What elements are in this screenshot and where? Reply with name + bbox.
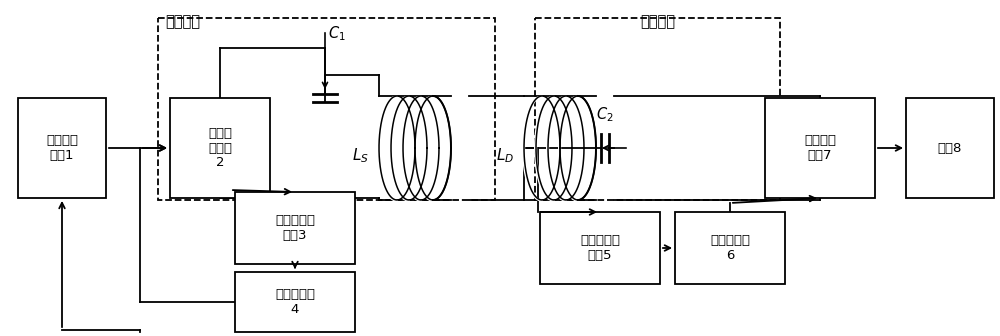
Text: $C_2$: $C_2$ xyxy=(596,105,614,124)
Text: 电源1: 电源1 xyxy=(50,149,74,162)
Bar xyxy=(535,18,780,200)
Bar xyxy=(18,98,106,198)
Text: 发射模块: 发射模块 xyxy=(165,14,200,29)
Text: $C_1$: $C_1$ xyxy=(328,24,346,43)
Text: 高频功率: 高频功率 xyxy=(46,134,78,148)
Bar xyxy=(170,98,270,198)
Text: 6: 6 xyxy=(726,249,734,262)
Text: 模块5: 模块5 xyxy=(588,249,612,262)
Text: 发射端检测: 发射端检测 xyxy=(275,214,315,227)
Text: 模块3: 模块3 xyxy=(283,228,307,242)
Text: 数字控制器: 数字控制器 xyxy=(710,235,750,247)
Text: 整流调压: 整流调压 xyxy=(804,134,836,148)
Text: 负载8: 负载8 xyxy=(938,141,962,155)
Bar xyxy=(540,212,660,284)
Bar xyxy=(765,98,875,198)
Text: $L_D$: $L_D$ xyxy=(496,146,514,165)
Text: 接收模块: 接收模块 xyxy=(640,14,675,29)
Bar xyxy=(235,272,355,332)
Text: 4: 4 xyxy=(291,303,299,316)
Text: 数字控制器: 数字控制器 xyxy=(275,288,315,301)
Text: 阻抗变: 阻抗变 xyxy=(208,127,232,140)
Bar xyxy=(235,192,355,264)
Text: 换网络: 换网络 xyxy=(208,141,232,155)
Text: 2: 2 xyxy=(216,156,224,169)
Bar xyxy=(675,212,785,284)
Text: 接收端检测: 接收端检测 xyxy=(580,235,620,247)
Bar xyxy=(158,18,495,200)
Text: $L_S$: $L_S$ xyxy=(352,146,369,165)
Text: 模块7: 模块7 xyxy=(808,149,832,162)
Bar xyxy=(906,98,994,198)
